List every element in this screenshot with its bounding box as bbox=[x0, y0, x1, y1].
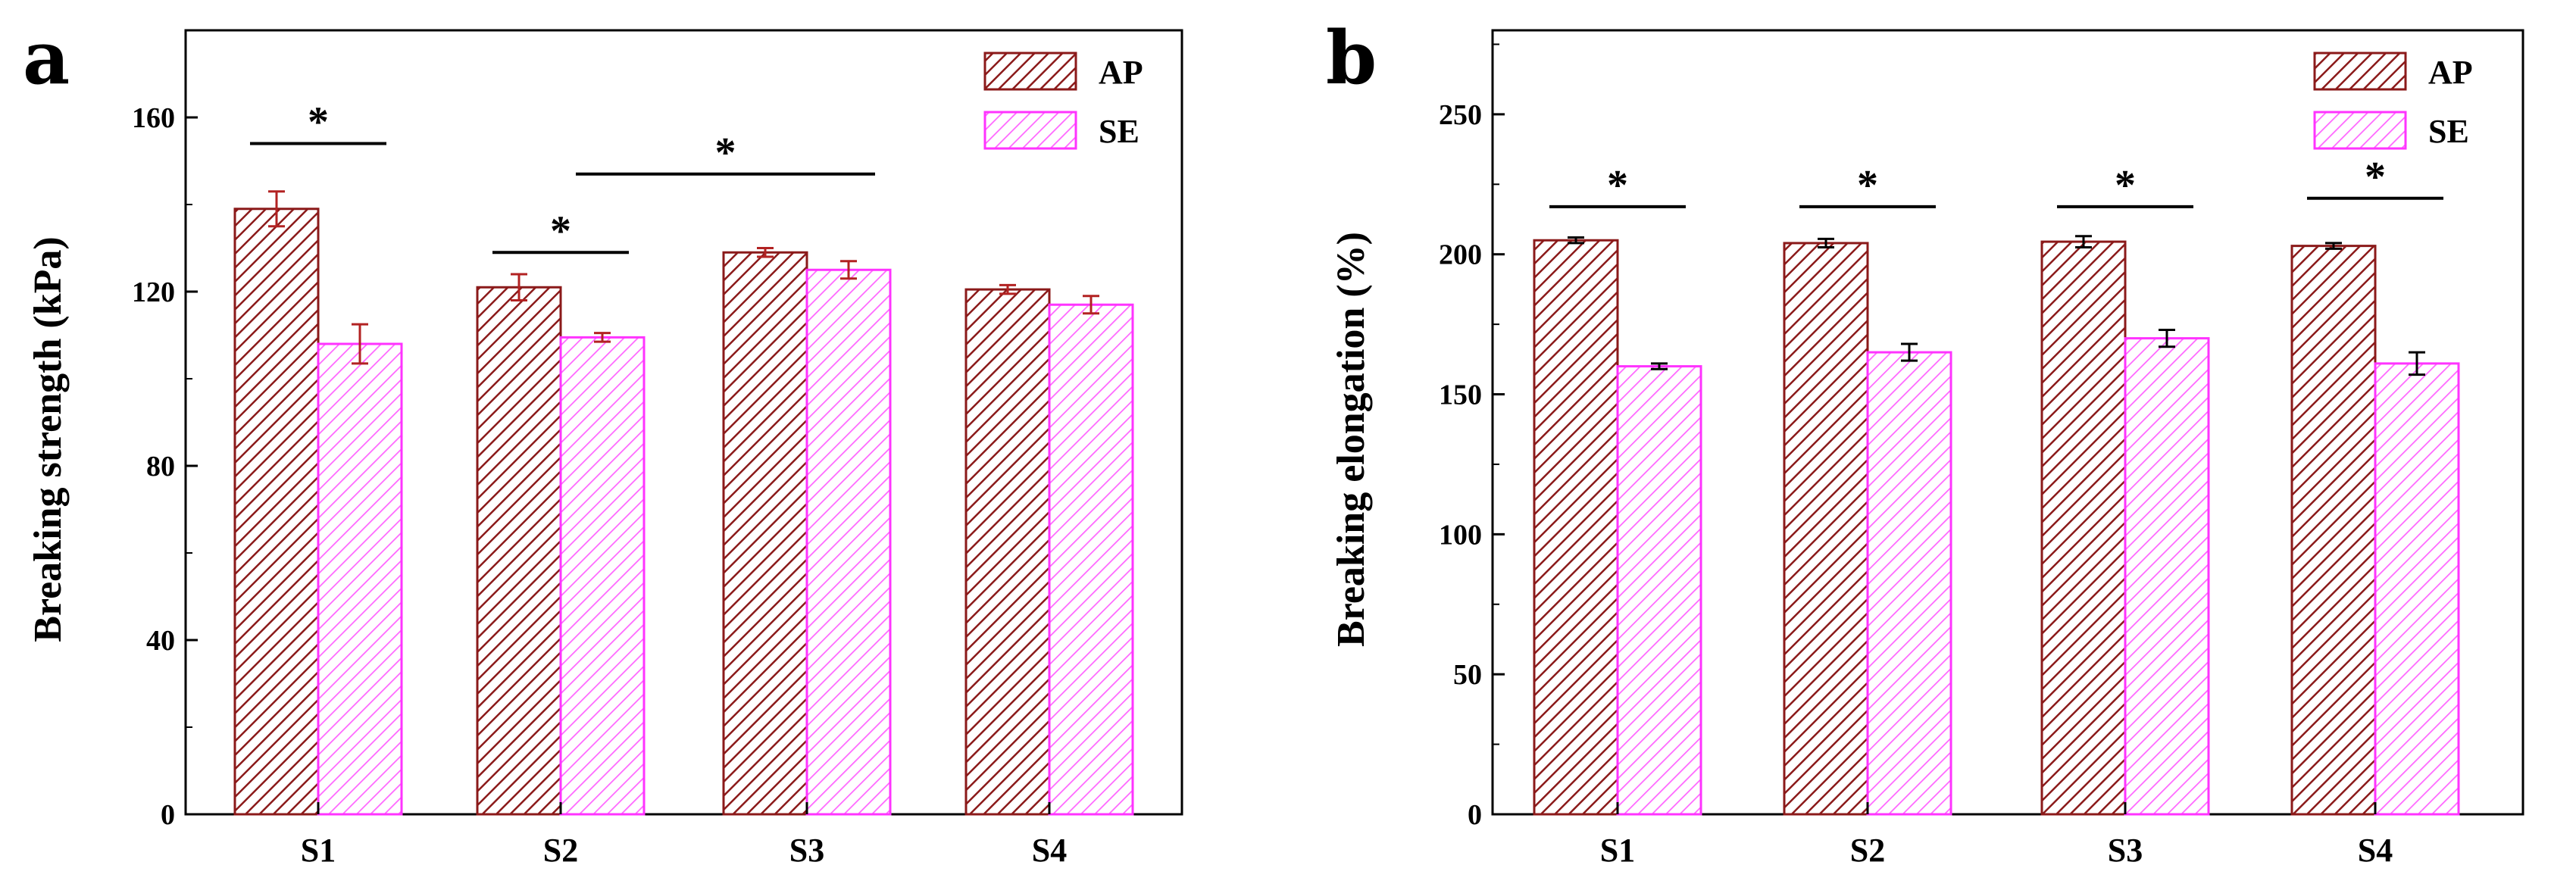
legend-swatch-ap bbox=[2313, 52, 2407, 91]
significance-star: * bbox=[1607, 162, 1628, 209]
legend-label-se: SE bbox=[1099, 113, 1140, 150]
y-tick-label: 80 bbox=[146, 451, 175, 483]
bar-ap-s1 bbox=[233, 208, 320, 816]
legend-swatch-se bbox=[2313, 111, 2407, 150]
panel-b: b Breaking elongation (%) 0 50 100 150 200 25… bbox=[1326, 15, 2524, 869]
significance-star: * bbox=[2365, 154, 2386, 201]
bar-ap-s2 bbox=[1783, 242, 1869, 816]
significance-star: * bbox=[308, 99, 329, 146]
x-category-label: S2 bbox=[1850, 832, 1885, 869]
bar-se-s2 bbox=[1866, 351, 1952, 816]
panel-b-letter: b bbox=[1326, 15, 1377, 101]
x-category-label: S1 bbox=[1600, 832, 1635, 869]
y-tick-label: 150 bbox=[1439, 379, 1482, 411]
bar-se-s4 bbox=[1048, 303, 1134, 816]
legend-swatch-ap bbox=[983, 52, 1077, 91]
significance-star: * bbox=[2115, 162, 2136, 209]
y-tick-label: 120 bbox=[132, 276, 175, 308]
significance-star: * bbox=[1857, 162, 1878, 209]
panel-a-letter: a bbox=[23, 15, 70, 101]
y-tick-label: 50 bbox=[1453, 659, 1482, 691]
x-category-label: S1 bbox=[301, 832, 336, 869]
panel-a-y-axis-title: Breaking strength (kPa) bbox=[27, 236, 70, 642]
bar-ap-s3 bbox=[2040, 240, 2127, 816]
bar-ap-s2 bbox=[476, 286, 562, 816]
x-category-label: S4 bbox=[2358, 832, 2393, 869]
panel-b-y-axis-title: Breaking elongation (%) bbox=[1330, 232, 1373, 647]
panel-a: a Breaking strength (kPa) 0 40 80 120 160 S1 S… bbox=[23, 15, 1183, 869]
legend-swatch-se bbox=[983, 111, 1077, 150]
y-tick-label: 40 bbox=[146, 625, 175, 657]
bar-ap-s3 bbox=[722, 251, 808, 816]
plot-frame bbox=[1491, 29, 2524, 816]
bar-se-s3 bbox=[2124, 337, 2210, 816]
panel-a-legend: AP SE bbox=[983, 52, 1143, 150]
legend-label-ap: AP bbox=[2428, 54, 2473, 91]
panel-b-plot-area: 0 50 100 150 200 250 S1 S2 S3 S4 * * * * bbox=[1439, 29, 2524, 869]
bar-ap-s4 bbox=[2290, 245, 2377, 816]
significance-star: * bbox=[715, 130, 736, 176]
x-category-label: S3 bbox=[789, 832, 824, 869]
bar-ap-s1 bbox=[1533, 239, 1619, 816]
y-tick-label: 250 bbox=[1439, 99, 1482, 131]
significance-star: * bbox=[550, 208, 571, 255]
y-tick-label: 200 bbox=[1439, 239, 1482, 271]
x-category-label: S3 bbox=[2108, 832, 2143, 869]
x-category-label: S2 bbox=[543, 832, 578, 869]
legend-label-ap: AP bbox=[1099, 54, 1143, 91]
y-tick-label: 0 bbox=[1468, 799, 1482, 831]
bar-se-s1 bbox=[317, 342, 403, 816]
y-tick-label: 160 bbox=[132, 102, 175, 134]
legend-label-se: SE bbox=[2428, 113, 2469, 150]
y-tick-label: 100 bbox=[1439, 519, 1482, 551]
y-tick-label: 0 bbox=[161, 799, 175, 831]
bar-se-s3 bbox=[805, 268, 892, 816]
panel-a-plot-area: 0 40 80 120 160 S1 S2 S3 S4 * * * bbox=[132, 29, 1183, 869]
x-category-label: S4 bbox=[1032, 832, 1067, 869]
bar-se-s2 bbox=[559, 336, 646, 816]
bar-se-s4 bbox=[2374, 362, 2460, 816]
panel-b-legend: AP SE bbox=[2313, 52, 2473, 150]
bar-se-s1 bbox=[1616, 365, 1702, 816]
bar-ap-s4 bbox=[964, 288, 1051, 816]
plot-frame bbox=[184, 29, 1183, 816]
